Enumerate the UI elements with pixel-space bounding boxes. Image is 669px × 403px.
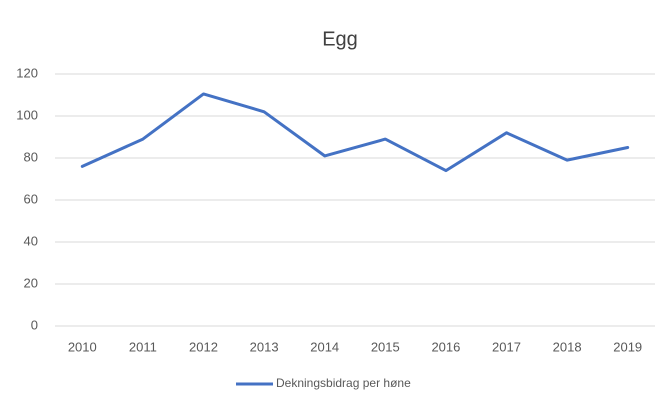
x-tick-label: 2014 [310, 339, 339, 354]
y-tick-label: 80 [24, 149, 38, 164]
y-tick-label: 60 [24, 191, 38, 206]
y-tick-label: 20 [24, 275, 38, 290]
x-tick-label: 2015 [371, 339, 400, 354]
x-tick-label: 2016 [431, 339, 460, 354]
x-tick-label: 2019 [613, 339, 642, 354]
x-tick-label: 2011 [129, 339, 157, 354]
y-tick-label: 100 [16, 107, 38, 122]
y-tick-label: 40 [24, 233, 38, 248]
legend-label: Dekningsbidrag per høne [276, 376, 411, 390]
line-series [80, 92, 630, 173]
x-tick-label: 2017 [492, 339, 521, 354]
y-tick-label: 0 [31, 317, 38, 332]
x-tick-label: 2018 [553, 339, 582, 354]
chart-title: Egg [322, 28, 358, 50]
x-tick-label: 2013 [250, 339, 279, 354]
y-tick-label: 120 [16, 65, 38, 80]
x-tick-label: 2010 [68, 339, 97, 354]
x-tick-label: 2012 [189, 339, 218, 354]
